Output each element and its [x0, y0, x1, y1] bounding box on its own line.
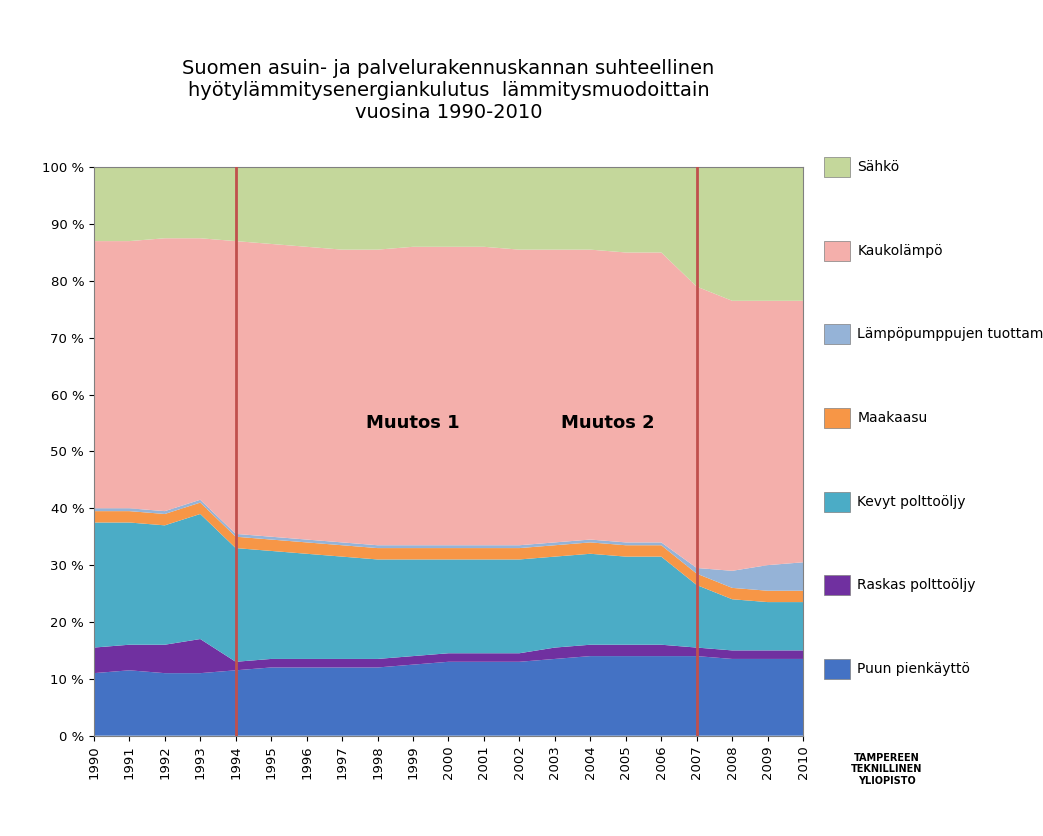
- Text: Muutos 2: Muutos 2: [561, 414, 655, 432]
- Text: Kaukolämpö: Kaukolämpö: [857, 244, 943, 257]
- Text: Kevyt polttoöljy: Kevyt polttoöljy: [857, 495, 966, 508]
- Text: Raskas polttoöljy: Raskas polttoöljy: [857, 579, 976, 592]
- Text: Sähkö: Sähkö: [857, 161, 900, 174]
- Text: Muutos 1: Muutos 1: [366, 414, 460, 432]
- Text: TAMPEREEN
TEKNILLINEN
YLIOPISTO: TAMPEREEN TEKNILLINEN YLIOPISTO: [851, 752, 922, 786]
- Text: Maakaasu: Maakaasu: [857, 411, 927, 425]
- Text: Suomen asuin- ja palvelurakennuskannan suhteellinen
hyötylämmitysenergiankulutus: Suomen asuin- ja palvelurakennuskannan s…: [183, 59, 714, 121]
- Text: Lämpöpumppujen tuottama lämpö: Lämpöpumppujen tuottama lämpö: [857, 328, 1043, 341]
- Text: Puun pienkäyttö: Puun pienkäyttö: [857, 662, 970, 675]
